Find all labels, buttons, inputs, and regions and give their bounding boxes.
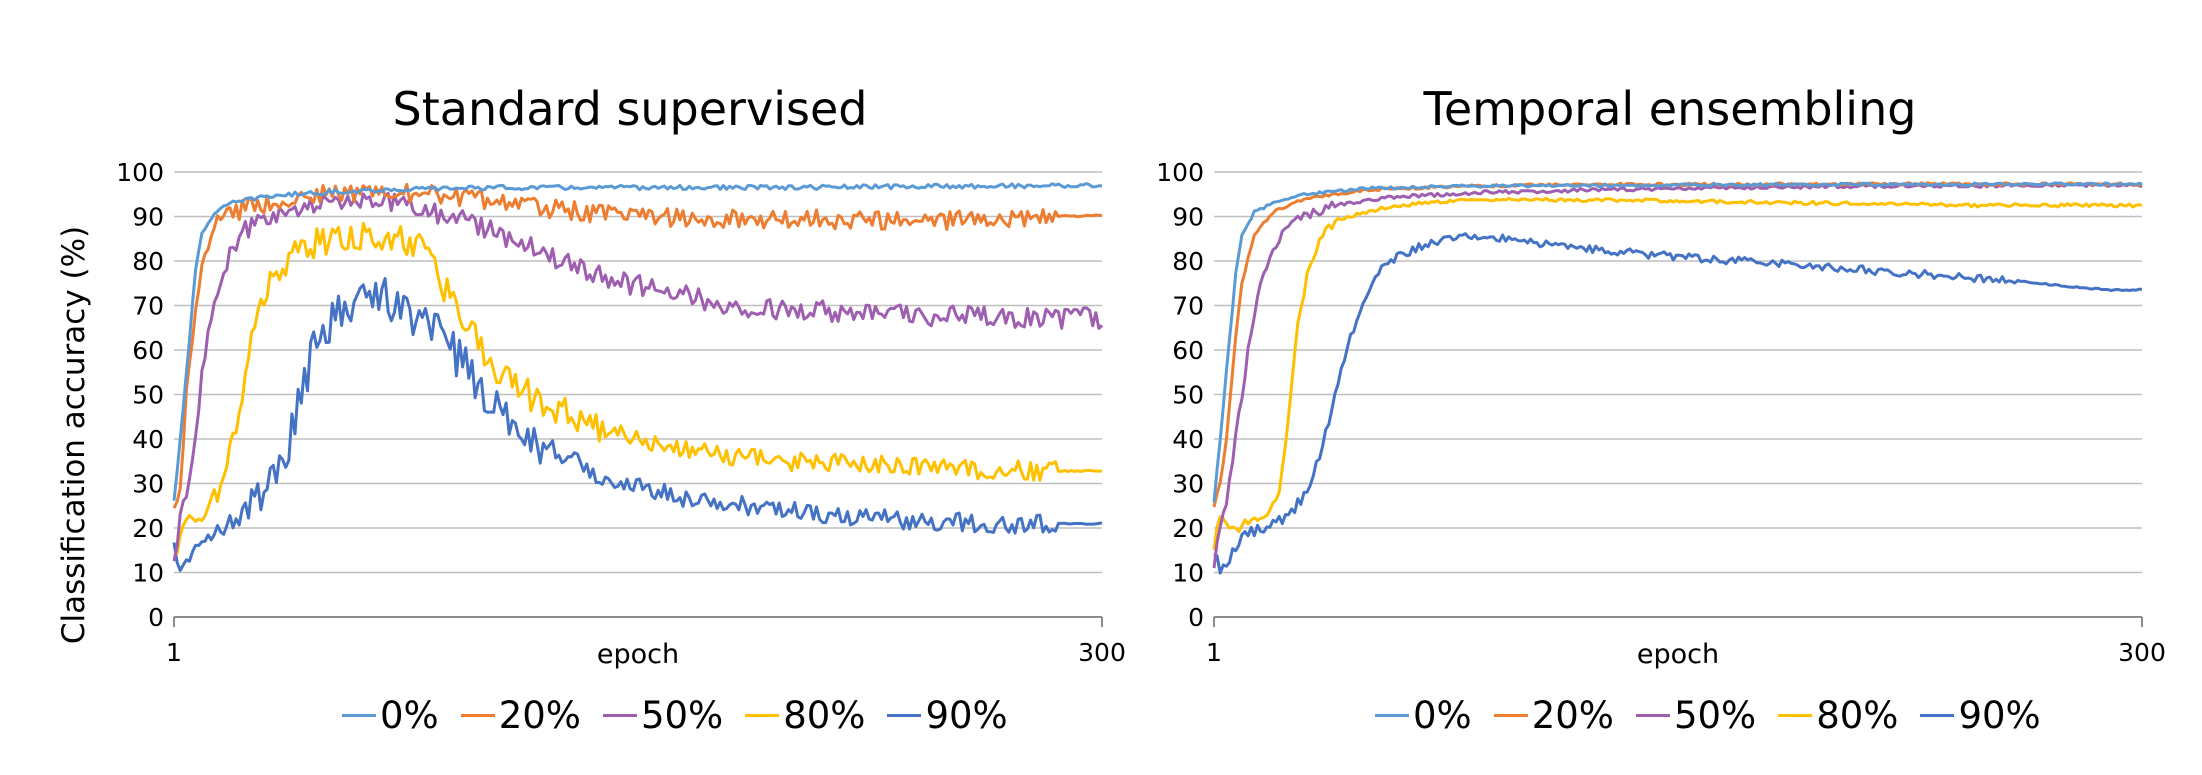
y-tick-label: 60: [1172, 336, 1204, 365]
legend-swatch: [1778, 714, 1813, 717]
y-tick-label: 10: [132, 559, 164, 588]
series-line-0pct: [172, 182, 1103, 501]
x-tick-label: 1: [166, 638, 182, 667]
series-line-80pct: [172, 221, 1103, 558]
legend-item: 0%: [342, 694, 439, 737]
series-line-20pct: [1212, 181, 2143, 508]
chart-plot-area: 0 10 20 30 40 50 60 70 80 90 100 1 300 epoch: [1156, 158, 2166, 670]
series-line-20pct: [172, 182, 1103, 509]
y-tick-label: 50: [1172, 381, 1204, 410]
x-tick-label: 300: [1078, 638, 1126, 667]
legend-swatch: [1493, 714, 1528, 717]
legend-label: 0%: [1413, 694, 1472, 737]
legend-label: 20%: [498, 694, 581, 737]
y-tick-label: 100: [1156, 158, 1204, 187]
legend-swatch: [1920, 714, 1955, 717]
legend-swatch: [342, 714, 376, 717]
y-tick-label: 60: [132, 336, 164, 365]
y-tick-label: 90: [1172, 203, 1204, 232]
y-tick-label: 50: [132, 381, 164, 410]
y-tick-label: 80: [1172, 247, 1204, 276]
y-tick-label: 70: [132, 292, 164, 321]
chart-title: Temporal ensembling: [1423, 82, 1917, 136]
legend-label: 80%: [1816, 694, 1899, 737]
y-tick-label: 70: [1172, 292, 1204, 321]
legend-item: 80%: [1778, 694, 1898, 737]
legend-label: 20%: [1531, 694, 1614, 737]
legend-swatch: [602, 714, 637, 717]
x-tick-label: 300: [2118, 638, 2166, 667]
series-line-50pct: [1212, 182, 2143, 569]
y-tick-label: 10: [1172, 559, 1204, 588]
chart-plot-area: 0 10 20 30 40 50 60 70 80 90 100 1 300 epoch: [116, 158, 1126, 670]
y-tick-label: 100: [116, 158, 164, 187]
series-line-0pct: [1212, 181, 2143, 503]
series-line-90pct: [172, 277, 1103, 572]
legend-swatch: [460, 714, 495, 717]
y-tick-label: 0: [1188, 603, 1204, 632]
legend-item: 0%: [1375, 694, 1472, 737]
legend-label: 50%: [1673, 694, 1757, 737]
legend-swatch: [1635, 714, 1670, 717]
legend-swatch: [745, 714, 780, 717]
chart-legend: 0% 20% 50% 80% 90%: [1375, 694, 2063, 737]
y-tick-label: 30: [1172, 470, 1204, 499]
y-tick-label: 20: [132, 514, 164, 543]
y-tick-label: 40: [132, 425, 164, 454]
legend-item: 50%: [602, 694, 724, 737]
series-line-80pct: [1212, 196, 2143, 551]
legend-swatch: [887, 714, 922, 717]
y-tick-label: 0: [148, 603, 164, 632]
x-axis-label: epoch: [597, 639, 679, 670]
legend-label: 90%: [1958, 694, 2041, 737]
legend-label: 0%: [380, 694, 439, 737]
x-axis-label: epoch: [1637, 639, 1719, 670]
series-line-90pct: [1213, 232, 2142, 575]
legend-item: 80%: [745, 694, 865, 737]
y-tick-label: 80: [132, 247, 164, 276]
legend-item: 20%: [460, 694, 581, 737]
x-tick-label: 1: [1206, 638, 1222, 667]
legend-label: 80%: [783, 694, 866, 737]
legend-item: 90%: [887, 694, 1008, 737]
legend-label: 90%: [925, 694, 1008, 737]
y-tick-label: 30: [132, 470, 164, 499]
legend-label: 50%: [640, 694, 724, 737]
y-tick-label: 40: [1172, 425, 1204, 454]
chart-legend: 0% 20% 50% 80% 90%: [342, 694, 1030, 737]
legend-item: 90%: [1920, 694, 2041, 737]
chart-title: Standard supervised: [392, 82, 868, 136]
series-line-50pct: [172, 191, 1104, 562]
legend-swatch: [1375, 714, 1409, 717]
y-tick-label: 90: [132, 203, 164, 232]
y-tick-label: 20: [1172, 514, 1204, 543]
legend-item: 20%: [1493, 694, 1614, 737]
legend-item: 50%: [1635, 694, 1757, 737]
